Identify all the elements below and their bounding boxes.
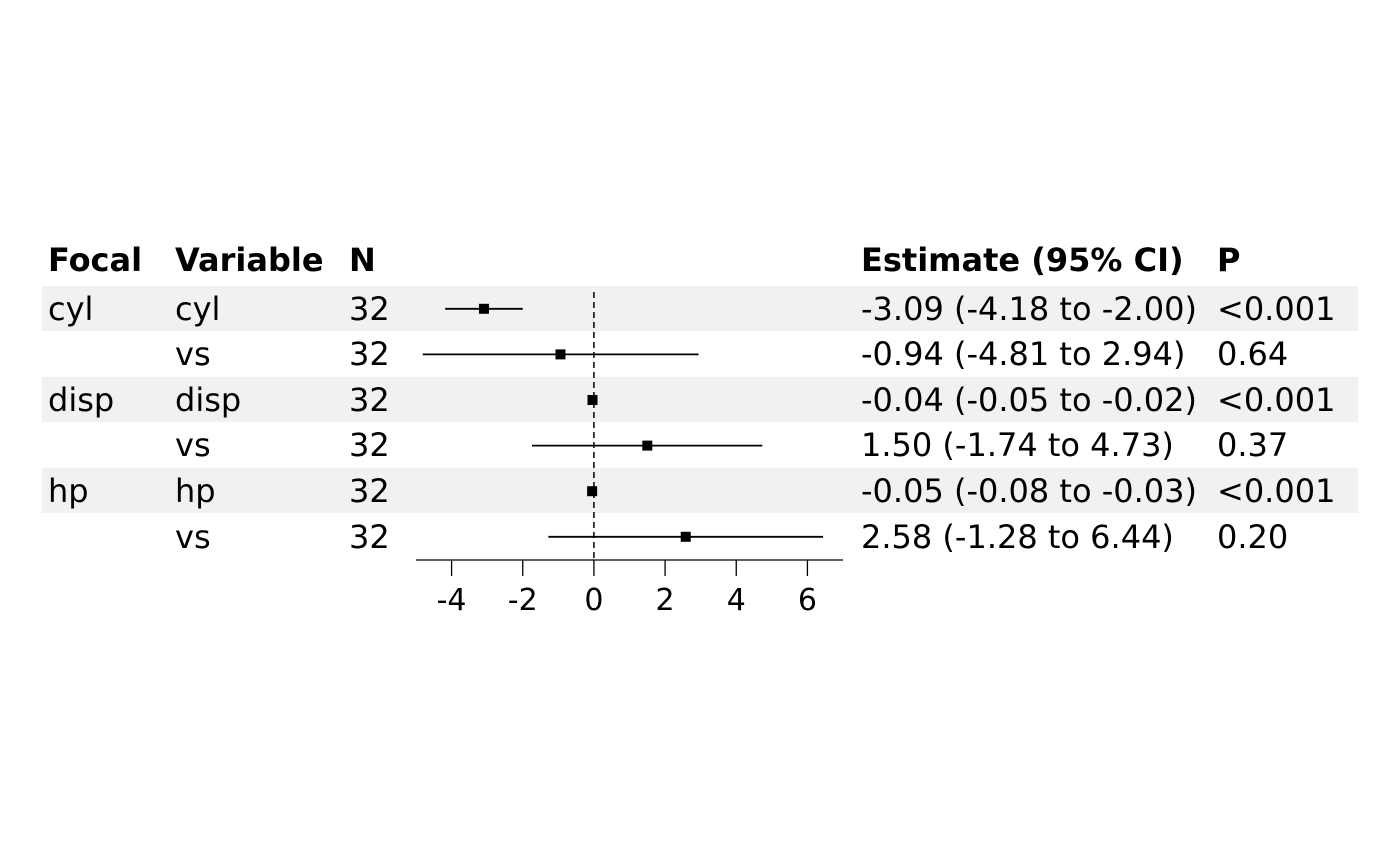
header-p: P [1217, 241, 1241, 279]
x-tick-label: 0 [584, 583, 603, 618]
cell-estimate: 2.58 (-1.28 to 6.44) [861, 518, 1174, 556]
cell-n: 32 [349, 426, 390, 464]
cell-estimate: -0.05 (-0.08 to -0.03) [861, 472, 1197, 510]
row-stripe-3 [42, 377, 1358, 422]
cell-n: 32 [349, 472, 390, 510]
x-tick-label: -2 [508, 583, 538, 618]
cell-variable: cyl [175, 290, 221, 328]
estimate-point [587, 486, 598, 497]
cell-p: 0.64 [1217, 335, 1289, 373]
estimate-point [587, 395, 598, 405]
estimate-point [642, 440, 653, 451]
cell-variable: vs [175, 335, 211, 373]
header-variable: Variable [175, 241, 324, 279]
cell-variable: vs [175, 518, 211, 556]
cell-p: <0.001 [1217, 472, 1336, 510]
header-estimate: Estimate (95% CI) [861, 241, 1184, 279]
cell-p: <0.001 [1217, 290, 1336, 328]
estimate-point [478, 303, 489, 314]
header-n: N [349, 241, 376, 279]
row-stripe-1 [42, 286, 1358, 331]
cell-p: 0.20 [1217, 518, 1289, 556]
cell-focal: hp [48, 472, 89, 510]
cell-n: 32 [349, 381, 390, 419]
cell-focal: disp [48, 381, 115, 419]
cell-n: 32 [349, 290, 390, 328]
header-focal: Focal [48, 241, 143, 279]
x-tick-label: 4 [727, 583, 746, 618]
cell-variable: vs [175, 426, 211, 464]
estimate-point [680, 531, 691, 542]
cell-p: <0.001 [1217, 381, 1336, 419]
cell-n: 32 [349, 518, 390, 556]
x-tick-label: 2 [656, 583, 675, 618]
cell-estimate: -0.94 (-4.81 to 2.94) [861, 335, 1186, 373]
row-stripe-5 [42, 468, 1358, 513]
cell-p: 0.37 [1217, 426, 1289, 464]
cell-variable: disp [175, 381, 242, 419]
cell-estimate: -3.09 (-4.18 to -2.00) [861, 290, 1197, 328]
cell-n: 32 [349, 335, 390, 373]
cell-estimate: 1.50 (-1.74 to 4.73) [861, 426, 1174, 464]
x-tick-label: 6 [798, 583, 817, 618]
estimate-point [555, 349, 566, 360]
x-tick-label: -4 [437, 583, 467, 618]
cell-estimate: -0.04 (-0.05 to -0.02) [861, 381, 1197, 419]
cell-focal: cyl [48, 290, 94, 328]
cell-variable: hp [175, 472, 216, 510]
